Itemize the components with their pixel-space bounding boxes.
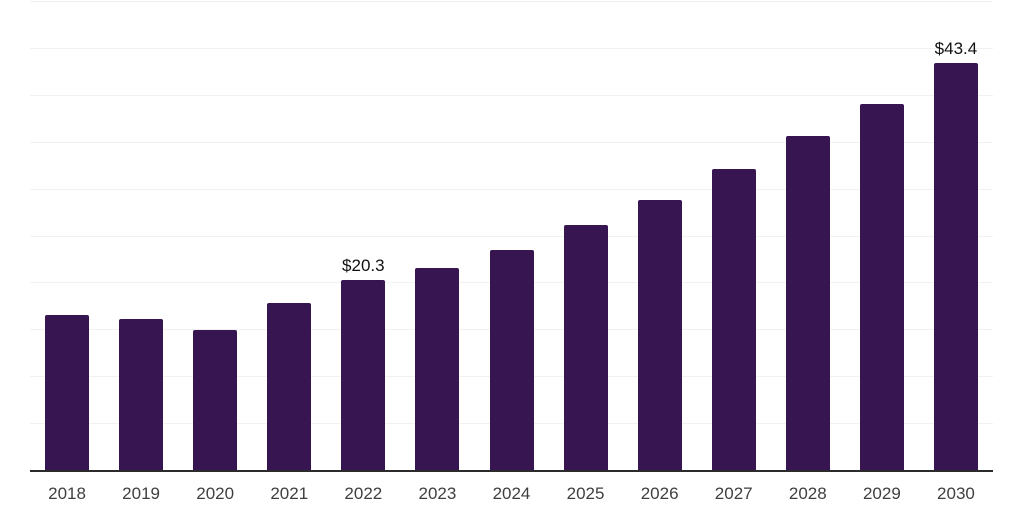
bar-2023[interactable] xyxy=(415,268,460,470)
bar-2021[interactable] xyxy=(267,303,312,470)
bar-2025[interactable] xyxy=(563,225,608,470)
bar-2018[interactable] xyxy=(45,315,90,470)
gridline-40 xyxy=(30,94,993,96)
x-tick-2029: 2029 xyxy=(862,484,901,503)
x-tick-2021: 2021 xyxy=(270,484,309,503)
data-label-2030: $43.4 xyxy=(934,38,978,58)
x-tick-2025: 2025 xyxy=(566,484,605,503)
x-tick-2023: 2023 xyxy=(418,484,457,503)
x-axis-line xyxy=(30,470,993,472)
data-label-2022: $20.3 xyxy=(342,255,385,275)
x-tick-2028: 2028 xyxy=(788,484,827,503)
plot-area: $20.3 $43.4 xyxy=(30,1,993,470)
gridline-45 xyxy=(30,47,993,49)
bar-2027[interactable] xyxy=(711,168,756,470)
bar-2019[interactable] xyxy=(119,318,164,470)
gridline-35 xyxy=(30,141,993,143)
x-axis-tick-labels: 2018 2019 2020 2021 2022 2023 2024 2025 2026 2027… xyxy=(30,483,993,507)
bar-2030[interactable] xyxy=(933,62,978,470)
bar-2029[interactable] xyxy=(859,104,904,470)
x-tick-2018: 2018 xyxy=(48,484,86,503)
bar-2028[interactable] xyxy=(785,136,830,470)
gridline-50 xyxy=(30,1,993,2)
gridline-25 xyxy=(30,235,993,237)
x-tick-2024: 2024 xyxy=(492,484,531,503)
x-tick-2026: 2026 xyxy=(640,484,679,503)
x-tick-2030: 2030 xyxy=(937,484,975,503)
bar-2020[interactable] xyxy=(193,330,238,470)
bar-2024[interactable] xyxy=(489,249,534,470)
x-tick-2020: 2020 xyxy=(196,484,235,503)
x-tick-2027: 2027 xyxy=(714,484,753,503)
x-tick-2019: 2019 xyxy=(122,484,160,503)
bar-2026[interactable] xyxy=(637,199,682,470)
gridline-30 xyxy=(30,188,993,190)
bar-2022[interactable] xyxy=(341,279,386,470)
x-tick-2022: 2022 xyxy=(344,484,383,503)
